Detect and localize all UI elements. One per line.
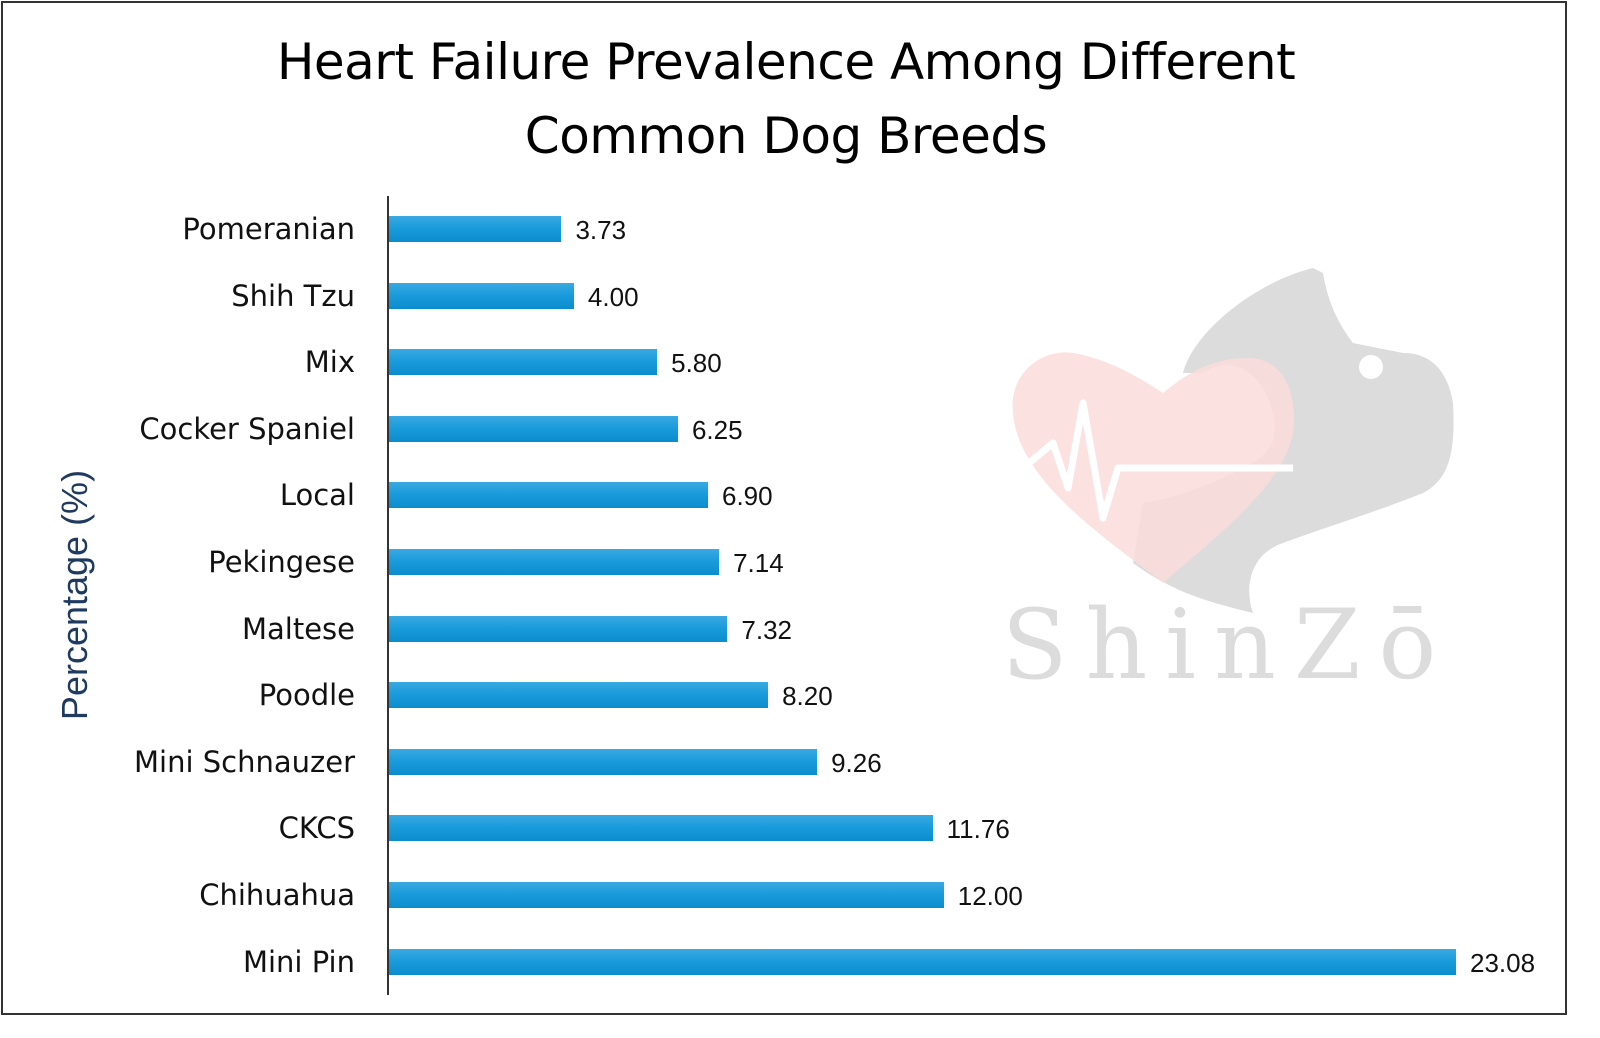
category-label: CKCS xyxy=(278,811,355,846)
bar-row: Pekingese 7.14 xyxy=(3,542,1569,582)
bar-row: Maltese 7.32 xyxy=(3,609,1569,649)
category-label: Local xyxy=(279,478,355,513)
bar-row: Cocker Spaniel 6.25 xyxy=(3,409,1569,449)
bar-row: CKCS 11.76 xyxy=(3,808,1569,848)
bar xyxy=(389,482,708,509)
bar xyxy=(389,349,658,376)
category-label: Cocker Spaniel xyxy=(139,411,355,446)
bar-row: Poodle 8.20 xyxy=(3,675,1569,715)
value-label: 6.25 xyxy=(691,414,743,445)
value-label: 7.32 xyxy=(741,614,793,645)
chart-title-line-2: Common Dog Breeds xyxy=(524,107,1048,165)
bar-row: Mini Pin 23.08 xyxy=(3,942,1569,982)
category-label: Shih Tzu xyxy=(231,278,355,313)
bar xyxy=(389,282,574,309)
bar xyxy=(389,549,720,575)
value-label: 8.20 xyxy=(782,681,833,712)
value-label: 7.14 xyxy=(733,548,784,578)
value-label: 12.00 xyxy=(957,881,1023,911)
y-axis-line xyxy=(387,196,389,995)
category-label: Poodle xyxy=(258,678,355,713)
chart-frame: Heart Failure Prevalence Among Different… xyxy=(1,1,1567,1015)
category-label: Mini Pin xyxy=(242,944,355,979)
bar xyxy=(389,216,562,242)
bar-row: Pomeranian 3.73 xyxy=(3,209,1569,249)
bar xyxy=(389,882,944,908)
chart-title-line-1: Heart Failure Prevalence Among Different xyxy=(276,33,1296,91)
bar-row: Shih Tzu 4.00 xyxy=(3,276,1569,316)
category-label: Mini Schnauzer xyxy=(134,744,355,779)
value-label: 6.90 xyxy=(721,481,773,512)
value-label: 5.80 xyxy=(671,348,722,379)
bar xyxy=(389,815,933,842)
value-label: 3.73 xyxy=(575,215,627,245)
value-label: 11.76 xyxy=(946,814,1010,845)
bar-row: Mix 5.80 xyxy=(3,342,1569,382)
value-label: 23.08 xyxy=(1470,947,1536,978)
bar-row: Mini Schnauzer 9.26 xyxy=(3,742,1569,782)
bar-row: Chihuahua 12.00 xyxy=(3,875,1569,915)
bar-row: Local 6.90 xyxy=(3,475,1569,515)
bar xyxy=(389,748,818,775)
value-label: 9.26 xyxy=(831,747,882,778)
bar xyxy=(389,615,728,642)
bar xyxy=(389,948,1456,975)
category-label: Mix xyxy=(304,345,355,380)
category-label: Maltese xyxy=(241,611,355,646)
bar xyxy=(389,682,769,709)
bar xyxy=(389,415,678,442)
category-label: Pekingese xyxy=(208,545,355,579)
chart-title: Heart Failure Prevalence Among Different… xyxy=(3,25,1569,173)
category-label: Chihuahua xyxy=(199,878,355,912)
category-label: Pomeranian xyxy=(182,212,355,246)
value-label: 4.00 xyxy=(587,281,639,312)
